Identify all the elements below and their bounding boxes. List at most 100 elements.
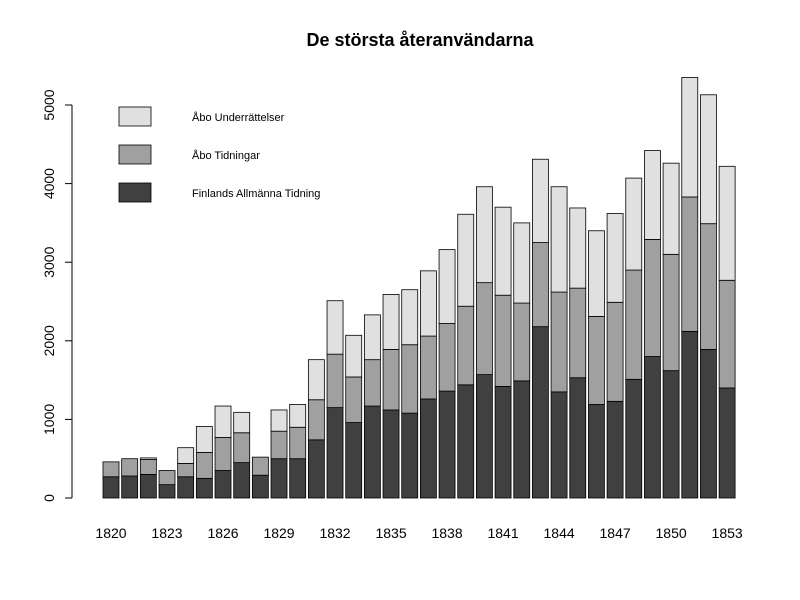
bar-1850-series-2 — [662, 162, 680, 255]
bar-1836-series-0 — [401, 412, 419, 499]
legend-label: Finlands Allmänna Tidning — [192, 188, 320, 200]
bar-1833-series-2 — [345, 334, 363, 378]
bar-1846-series-0 — [588, 404, 605, 499]
bar-1821-series-0 — [121, 475, 139, 499]
bar-1843-series-2 — [532, 158, 549, 243]
bar-1841-series-0 — [494, 385, 512, 499]
bar-1825-series-1 — [195, 452, 213, 479]
x-tick-label: 1823 — [151, 525, 182, 541]
bar-1851-series-2 — [681, 77, 699, 198]
bar-1847-series-0 — [606, 400, 624, 499]
bar-1836-series-2 — [401, 289, 419, 346]
bar-1844-series-0 — [550, 391, 568, 499]
bar-1830-series-0 — [289, 458, 307, 499]
bar-1848-series-1 — [625, 269, 643, 380]
x-tick-label: 1853 — [712, 525, 743, 541]
bar-1841-series-2 — [494, 206, 512, 296]
bar-1831-series-2 — [307, 359, 325, 401]
bar-1852-series-0 — [700, 349, 717, 499]
y-axis: 0 1000 2000 3000 4000 5000 — [41, 89, 73, 502]
x-axis-labels: 1820 1823 1826 1829 1832 1835 1838 1841 1844 1847… — [95, 525, 742, 541]
bar-1833-series-1 — [345, 376, 363, 423]
bar-1839-series-2 — [457, 213, 475, 307]
bar-1852-series-1 — [700, 223, 717, 350]
bar-1853-series-0 — [718, 387, 736, 499]
bar-1831-series-1 — [307, 399, 325, 441]
y-tick-label: 3000 — [41, 246, 57, 277]
bar-1850-series-0 — [662, 370, 680, 499]
bar-1825-series-2 — [195, 426, 213, 453]
bar-1835-series-1 — [382, 349, 400, 411]
bar-1842-series-1 — [513, 302, 531, 382]
bar-1823-series-0 — [158, 484, 176, 499]
bar-1826-series-1 — [214, 437, 232, 471]
bar-1834-series-0 — [363, 405, 381, 499]
y-tick-label: 5000 — [41, 89, 57, 120]
bar-1834-series-1 — [363, 359, 381, 407]
x-tick-label: 1841 — [487, 525, 518, 541]
bar-1821-series-1 — [121, 458, 139, 477]
bar-1842-series-0 — [513, 380, 531, 499]
bars-group — [102, 77, 736, 499]
chart-title: De största återanvändarna — [306, 30, 534, 50]
bar-1827-series-1 — [233, 432, 251, 464]
y-tick-label: 0 — [41, 494, 57, 502]
bar-1848-series-0 — [625, 378, 643, 499]
bar-1843-series-0 — [532, 326, 549, 499]
bar-1846-series-2 — [588, 230, 605, 317]
bar-1849-series-2 — [644, 150, 661, 240]
bar-1846-series-1 — [588, 316, 605, 405]
bar-1839-series-1 — [457, 305, 475, 386]
legend-swatch — [118, 144, 152, 165]
bar-1840-series-2 — [475, 186, 493, 284]
bar-1845-series-1 — [569, 287, 587, 379]
bar-1830-series-1 — [289, 426, 307, 460]
bar-1831-series-0 — [307, 439, 325, 499]
legend-swatch — [118, 106, 152, 127]
x-tick-label: 1829 — [263, 525, 294, 541]
y-tick-label: 2000 — [41, 325, 57, 356]
bar-1822-series-0 — [139, 474, 157, 499]
bar-1826-series-2 — [214, 405, 232, 438]
x-tick-label: 1850 — [656, 525, 687, 541]
bar-1844-series-2 — [550, 186, 568, 293]
x-tick-label: 1844 — [544, 525, 575, 541]
x-tick-label: 1820 — [95, 525, 126, 541]
bar-1830-series-2 — [289, 404, 307, 428]
bar-1824-series-1 — [177, 463, 195, 478]
bar-1851-series-1 — [681, 196, 699, 332]
bar-1838-series-0 — [438, 390, 456, 499]
y-tick-label: 1000 — [41, 404, 57, 435]
x-tick-label: 1835 — [375, 525, 406, 541]
bar-1820-series-0 — [102, 476, 120, 499]
bar-1827-series-2 — [233, 411, 251, 434]
bar-1827-series-0 — [233, 462, 251, 499]
bar-1835-series-2 — [382, 294, 400, 350]
bar-1824-series-2 — [177, 447, 195, 464]
x-tick-label: 1832 — [319, 525, 350, 541]
bar-1851-series-0 — [681, 330, 699, 499]
bar-1838-series-1 — [438, 323, 456, 392]
legend-swatch — [118, 182, 152, 203]
bar-1823-series-1 — [158, 470, 176, 486]
legend: Åbo Underrättelser Åbo Tidningar Finlands … — [118, 106, 320, 203]
bar-1849-series-0 — [644, 356, 661, 499]
bar-1836-series-1 — [401, 344, 419, 414]
bar-1829-series-2 — [270, 409, 288, 432]
bar-1837-series-2 — [419, 270, 437, 337]
bar-1838-series-2 — [438, 249, 456, 324]
bar-1832-series-1 — [326, 353, 344, 409]
bar-1822-series-2 — [139, 457, 157, 460]
bar-1835-series-0 — [382, 409, 400, 499]
bar-1840-series-0 — [475, 374, 493, 499]
bar-1825-series-0 — [195, 477, 213, 499]
bar-1853-series-1 — [718, 279, 736, 389]
bar-1832-series-0 — [326, 407, 344, 499]
bar-1834-series-2 — [363, 314, 381, 361]
bar-1829-series-1 — [270, 430, 288, 460]
x-tick-label: 1847 — [600, 525, 631, 541]
bar-1828-series-0 — [251, 474, 269, 499]
bar-1849-series-1 — [644, 239, 661, 357]
bar-1839-series-0 — [457, 384, 475, 499]
